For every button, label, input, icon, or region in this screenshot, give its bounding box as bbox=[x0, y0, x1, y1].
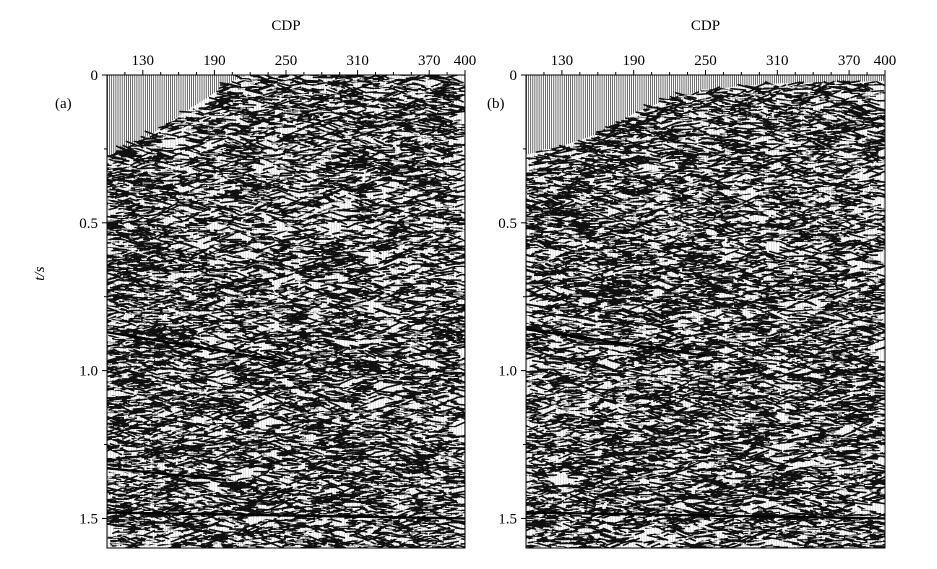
panel-label: (a) bbox=[55, 96, 72, 112]
x-tick-label: 250 bbox=[694, 53, 717, 69]
seismic-highlights bbox=[526, 82, 885, 548]
y-tick-label: 1.5 bbox=[79, 511, 98, 527]
x-tick-label: 400 bbox=[454, 53, 477, 69]
x-tick-label: 370 bbox=[418, 53, 441, 69]
reflector-event bbox=[526, 328, 706, 357]
panel-label: (b) bbox=[487, 96, 505, 112]
y-tick-label: 1.0 bbox=[498, 364, 517, 380]
seismic-panel: CDP 130 190 250 310 370 400 0 0.5 1.0 1.5 (b) bbox=[487, 18, 897, 549]
x-axis-title: CDP bbox=[271, 18, 300, 34]
y-tick-label: 0 bbox=[510, 68, 518, 84]
reflector-event bbox=[107, 331, 287, 363]
mute-zone bbox=[107, 75, 245, 158]
trace-lines bbox=[107, 75, 465, 548]
seismic-image bbox=[107, 75, 465, 548]
x-tick-label: 190 bbox=[203, 53, 226, 69]
y-axis-title: t/s bbox=[32, 266, 48, 280]
reflector-event bbox=[107, 511, 465, 520]
seismic-highlights bbox=[107, 75, 465, 548]
x-tick-label: 370 bbox=[838, 53, 861, 69]
x-tick-label: 130 bbox=[132, 53, 155, 69]
reflector-event bbox=[526, 511, 885, 520]
seismic-panel: CDP 130 190 250 310 370 400 0 0.5 1.0 1.5 (a) t/s bbox=[32, 18, 477, 549]
x-tick-label: 310 bbox=[766, 53, 789, 69]
y-tick-label: 1.0 bbox=[79, 364, 98, 380]
x-tick-label: 400 bbox=[874, 53, 897, 69]
y-tick-label: 0.5 bbox=[79, 216, 98, 232]
x-tick-label: 130 bbox=[551, 53, 574, 69]
x-axis-title: CDP bbox=[691, 18, 720, 34]
y-tick-label: 0.5 bbox=[498, 216, 517, 232]
x-tick-label: 190 bbox=[622, 53, 645, 69]
reflector-event bbox=[107, 467, 227, 482]
trace-lines bbox=[526, 81, 884, 548]
seismic-image bbox=[526, 75, 885, 548]
y-tick-label: 1.5 bbox=[498, 511, 517, 527]
x-tick-label: 310 bbox=[346, 53, 369, 69]
x-tick-label: 250 bbox=[275, 53, 298, 69]
y-tick-label: 0 bbox=[91, 68, 99, 84]
